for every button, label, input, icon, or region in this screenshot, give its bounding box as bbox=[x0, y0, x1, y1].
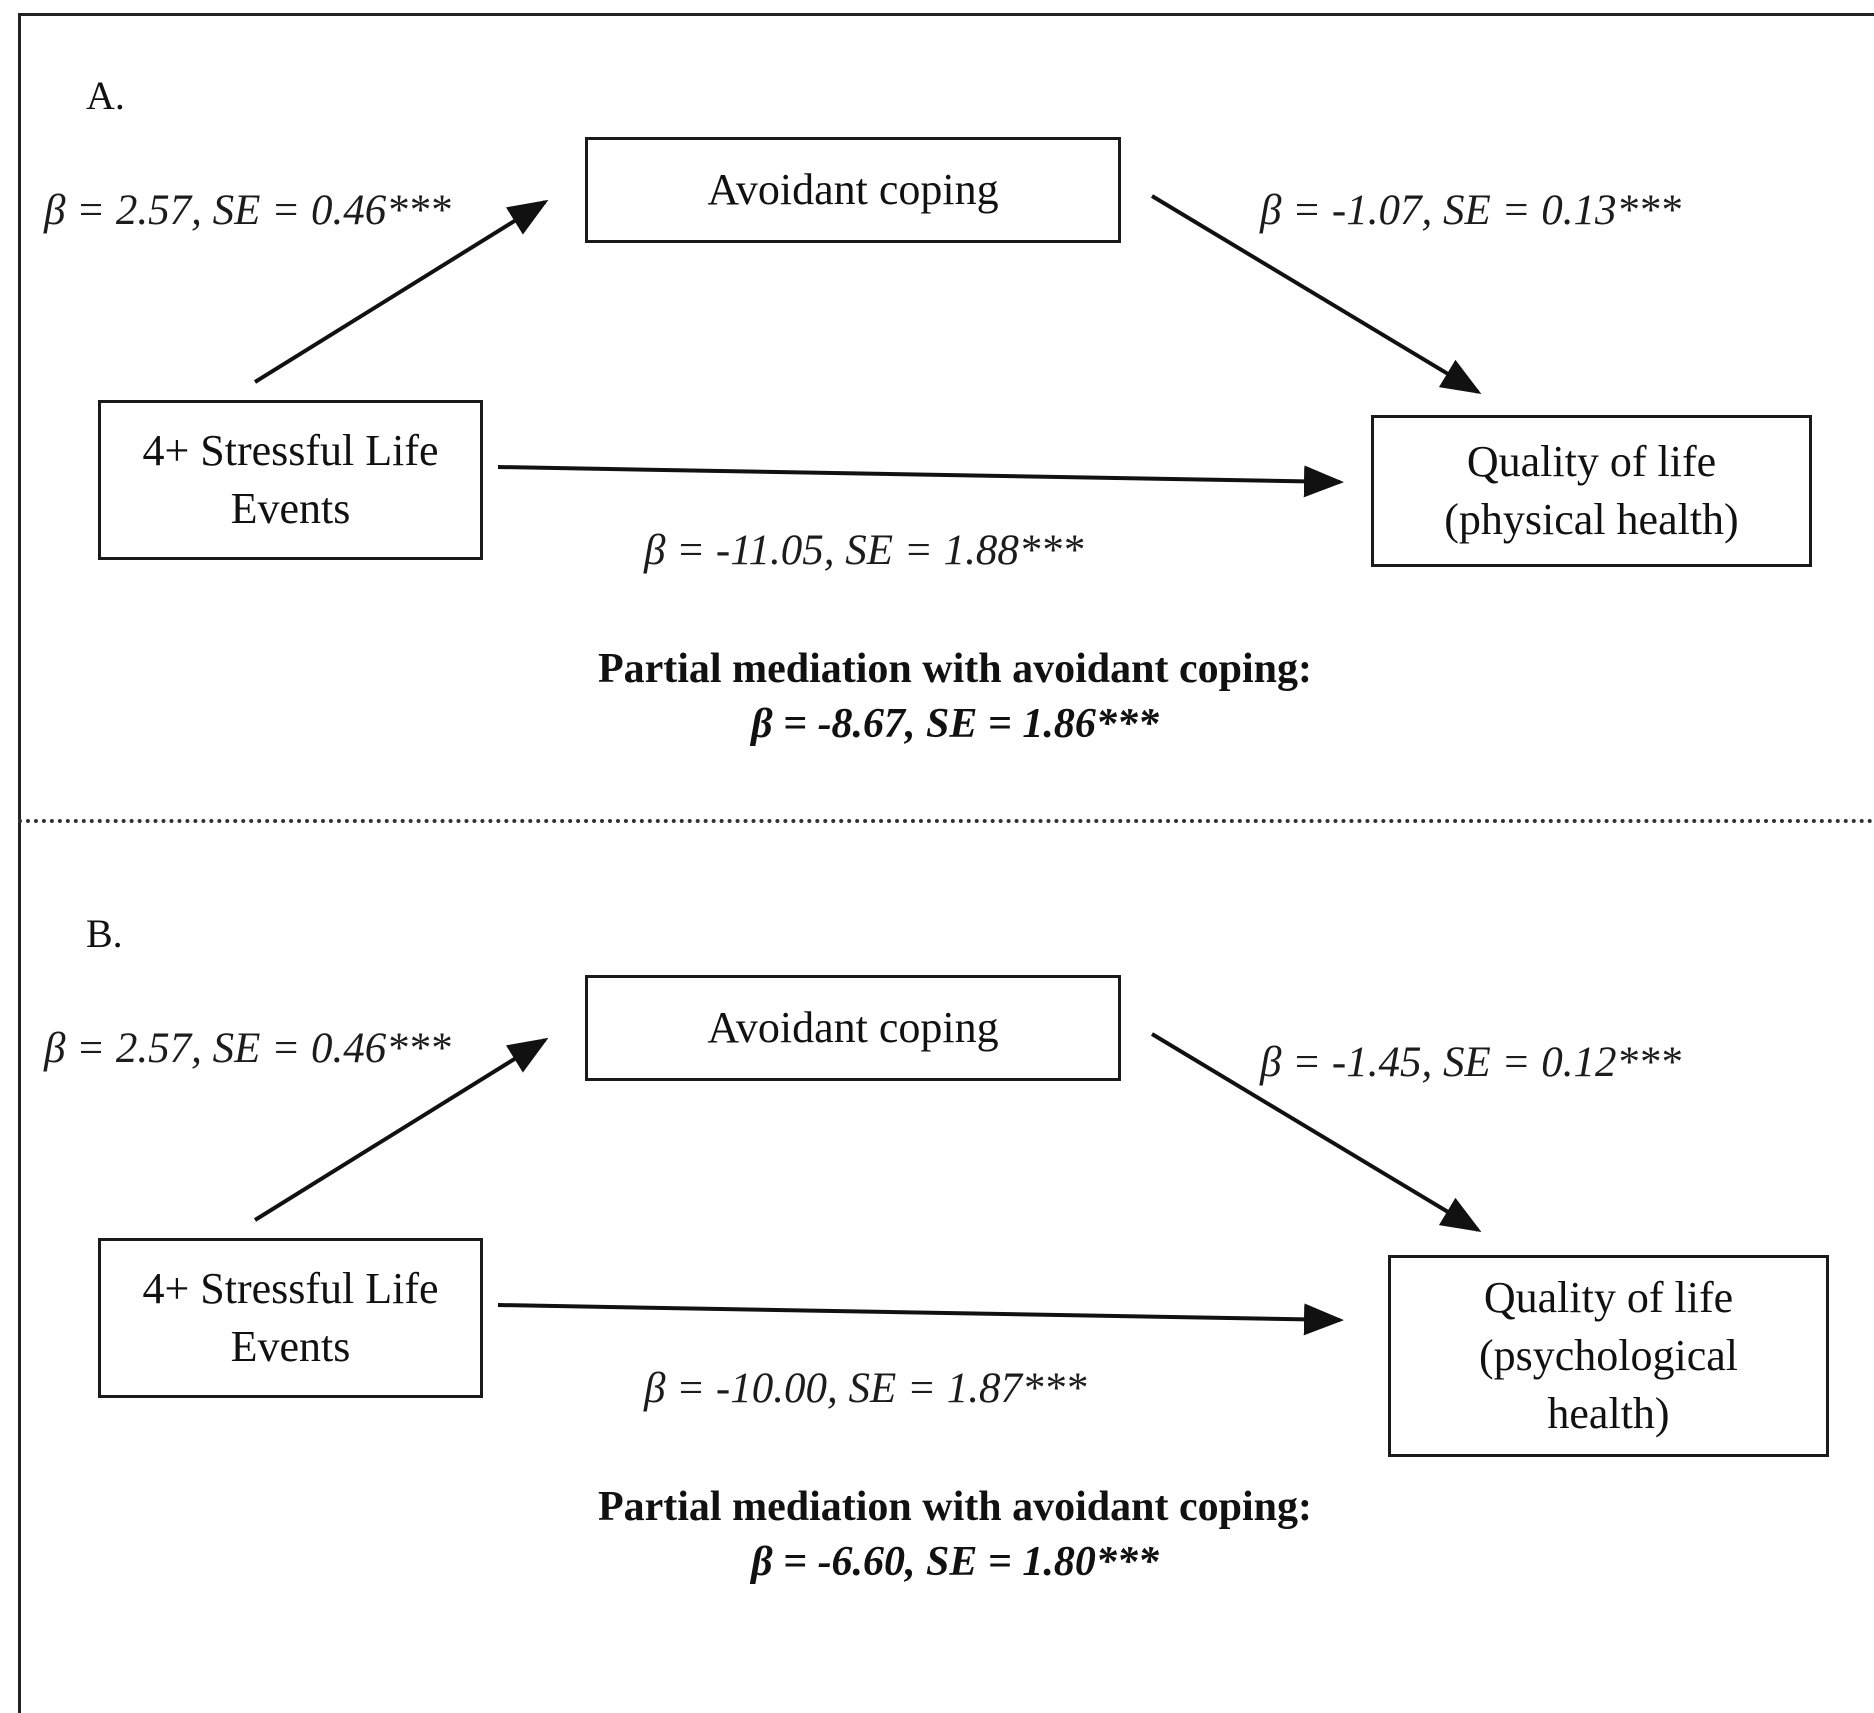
panel-a-summary: Partial mediation with avoidant coping: … bbox=[0, 642, 1874, 751]
panel-b-outcome-box: Quality of life (psychological health) bbox=[1388, 1255, 1829, 1457]
panel-b-summary: Partial mediation with avoidant coping: … bbox=[0, 1480, 1874, 1589]
arrows-layer bbox=[253, 194, 1482, 1336]
panel-b-path-c-coef: β = -10.00, SE = 1.87*** bbox=[644, 1365, 1087, 1412]
panel-a-path-a-coef: β = 2.57, SE = 0.46*** bbox=[44, 187, 451, 234]
arrow-a-mediator-to-outcome bbox=[1150, 194, 1482, 395]
panel-b-predictor-box: 4+ Stressful Life Events bbox=[98, 1238, 483, 1398]
panel-divider bbox=[18, 819, 1874, 823]
panel-b-summary-heading: Partial mediation with avoidant coping: bbox=[597, 1484, 1313, 1530]
panel-b-mediator-text: Avoidant coping bbox=[707, 1002, 999, 1052]
panel-a-outcome-box: Quality of life (physical health) bbox=[1371, 415, 1812, 567]
panel-a-path-c-coef: β = -11.05, SE = 1.88*** bbox=[644, 527, 1084, 574]
panel-a-predictor-box: 4+ Stressful Life Events bbox=[98, 400, 483, 560]
figure-frame bbox=[18, 13, 1874, 1713]
panel-a-summary-heading: Partial mediation with avoidant coping: bbox=[597, 646, 1313, 692]
panel-a-mediator-box: Avoidant coping bbox=[585, 137, 1121, 243]
arrow-b-predictor-to-mediator bbox=[253, 1037, 549, 1222]
panel-b-label: B. bbox=[86, 911, 123, 956]
panel-b-path-a-coef: β = 2.57, SE = 0.46*** bbox=[44, 1025, 451, 1072]
arrow-a-predictor-to-mediator bbox=[253, 199, 549, 384]
arrow-a-predictor-to-outcome bbox=[497, 465, 1344, 498]
arrow-b-predictor-to-outcome bbox=[497, 1303, 1344, 1336]
panel-b-summary-stat: β = -6.60, SE = 1.80*** bbox=[751, 1538, 1159, 1585]
panel-a-path-b-coef: β = -1.07, SE = 0.13*** bbox=[1260, 187, 1682, 234]
panel-b-predictor-text: 4+ Stressful Life Events bbox=[142, 1263, 439, 1371]
panel-a-outcome-text: Quality of life (physical health) bbox=[1444, 436, 1739, 544]
panel-b-mediator-box: Avoidant coping bbox=[585, 975, 1121, 1081]
panel-b-path-b-coef: β = -1.45, SE = 0.12*** bbox=[1260, 1039, 1682, 1086]
panel-a-predictor-text: 4+ Stressful Life Events bbox=[142, 425, 439, 533]
arrow-b-mediator-to-outcome bbox=[1150, 1032, 1482, 1233]
panel-b-outcome-text: Quality of life (psychological health) bbox=[1478, 1272, 1739, 1439]
panel-a-mediator-text: Avoidant coping bbox=[707, 164, 999, 214]
panel-a-label: A. bbox=[86, 73, 125, 118]
panel-a-summary-stat: β = -8.67, SE = 1.86*** bbox=[751, 700, 1159, 747]
